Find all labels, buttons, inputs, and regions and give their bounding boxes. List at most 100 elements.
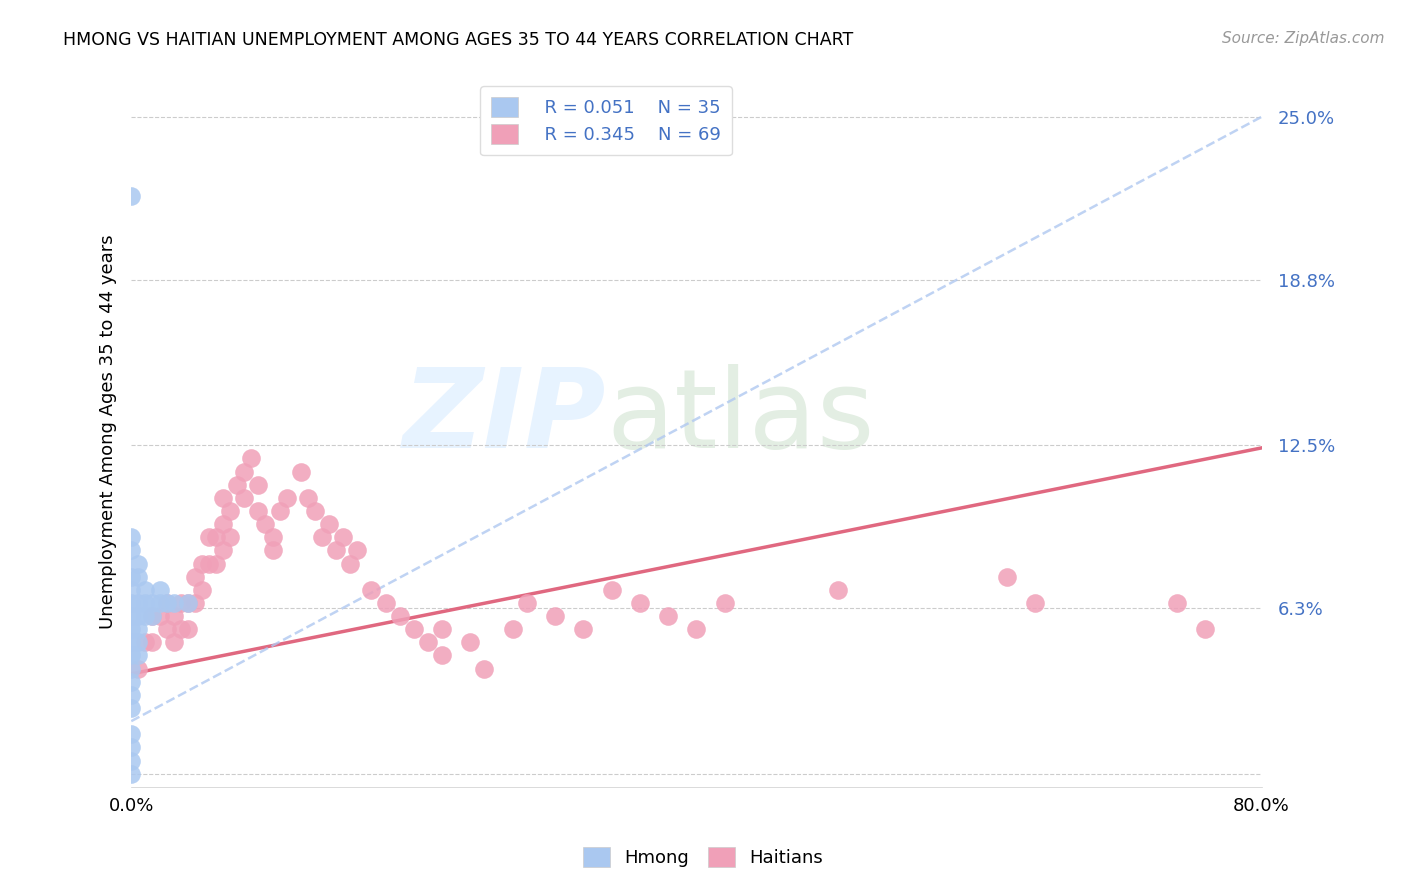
Point (311, 530, 333, 544)
Point (170, 596, 193, 610)
Point (318, 517, 340, 532)
Point (502, 622, 524, 636)
Point (120, 609, 142, 624)
Point (346, 543, 368, 558)
Point (141, 609, 163, 624)
Point (120, 662, 142, 676)
Point (240, 451, 263, 466)
Text: HMONG VS HAITIAN UNEMPLOYMENT AMONG AGES 35 TO 44 YEARS CORRELATION CHART: HMONG VS HAITIAN UNEMPLOYMENT AMONG AGES… (63, 31, 853, 49)
Point (269, 504, 291, 518)
Point (141, 596, 163, 610)
Point (332, 530, 354, 544)
Point (544, 609, 567, 624)
Point (155, 596, 177, 610)
Point (134, 596, 156, 610)
Point (198, 530, 221, 544)
Point (290, 465, 312, 479)
Point (198, 557, 221, 571)
Point (162, 609, 184, 624)
Point (325, 543, 347, 558)
Point (572, 622, 595, 636)
Point (120, 596, 142, 610)
Point (134, 609, 156, 624)
Point (148, 609, 170, 624)
Point (155, 622, 177, 636)
Text: Source: ZipAtlas.com: Source: ZipAtlas.com (1222, 31, 1385, 46)
Point (262, 530, 284, 544)
Point (155, 596, 177, 610)
Point (416, 635, 439, 649)
Point (1024, 596, 1046, 610)
Point (388, 609, 411, 624)
Point (219, 504, 242, 518)
Point (628, 596, 651, 610)
Point (713, 596, 735, 610)
Point (212, 517, 235, 532)
Point (600, 582, 623, 597)
Point (120, 701, 142, 715)
Point (1166, 596, 1188, 610)
Legend:   R = 0.051    N = 35,   R = 0.345    N = 69: R = 0.051 N = 35, R = 0.345 N = 69 (481, 87, 731, 155)
Point (995, 569, 1018, 583)
Point (374, 596, 396, 610)
Point (247, 504, 270, 518)
Point (120, 188, 142, 202)
Point (127, 662, 149, 676)
Text: atlas: atlas (606, 365, 875, 472)
Point (127, 648, 149, 663)
Point (127, 569, 149, 583)
Point (127, 557, 149, 571)
Point (120, 674, 142, 689)
Point (460, 635, 482, 649)
Point (226, 477, 249, 491)
Point (657, 609, 679, 624)
Point (120, 543, 142, 558)
Point (360, 582, 382, 597)
Point (162, 635, 184, 649)
Point (148, 582, 170, 597)
Point (177, 622, 200, 636)
Point (134, 635, 156, 649)
Point (120, 740, 142, 755)
Point (191, 557, 214, 571)
Point (1194, 622, 1216, 636)
Point (148, 596, 170, 610)
Point (184, 569, 207, 583)
Point (120, 754, 142, 768)
Point (430, 648, 453, 663)
Point (120, 727, 142, 741)
Point (127, 596, 149, 610)
Point (127, 609, 149, 624)
Point (233, 465, 256, 479)
Point (120, 766, 142, 780)
Point (212, 543, 235, 558)
Point (339, 557, 361, 571)
Legend: Hmong, Haitians: Hmong, Haitians (576, 839, 830, 874)
Point (247, 477, 270, 491)
Point (516, 596, 538, 610)
Point (262, 543, 284, 558)
Point (120, 530, 142, 544)
Point (120, 569, 142, 583)
Point (205, 530, 228, 544)
Text: ZIP: ZIP (402, 365, 606, 472)
Point (191, 582, 214, 597)
Point (233, 491, 256, 505)
Point (141, 635, 163, 649)
Point (120, 635, 142, 649)
Point (205, 557, 228, 571)
Point (120, 648, 142, 663)
Point (827, 582, 849, 597)
Point (120, 622, 142, 636)
Point (127, 622, 149, 636)
Point (297, 491, 319, 505)
Point (219, 530, 242, 544)
Point (474, 662, 496, 676)
Point (141, 609, 163, 624)
Point (177, 596, 200, 610)
Point (170, 622, 193, 636)
Point (402, 622, 425, 636)
Point (162, 596, 184, 610)
Point (276, 491, 298, 505)
Point (685, 622, 707, 636)
